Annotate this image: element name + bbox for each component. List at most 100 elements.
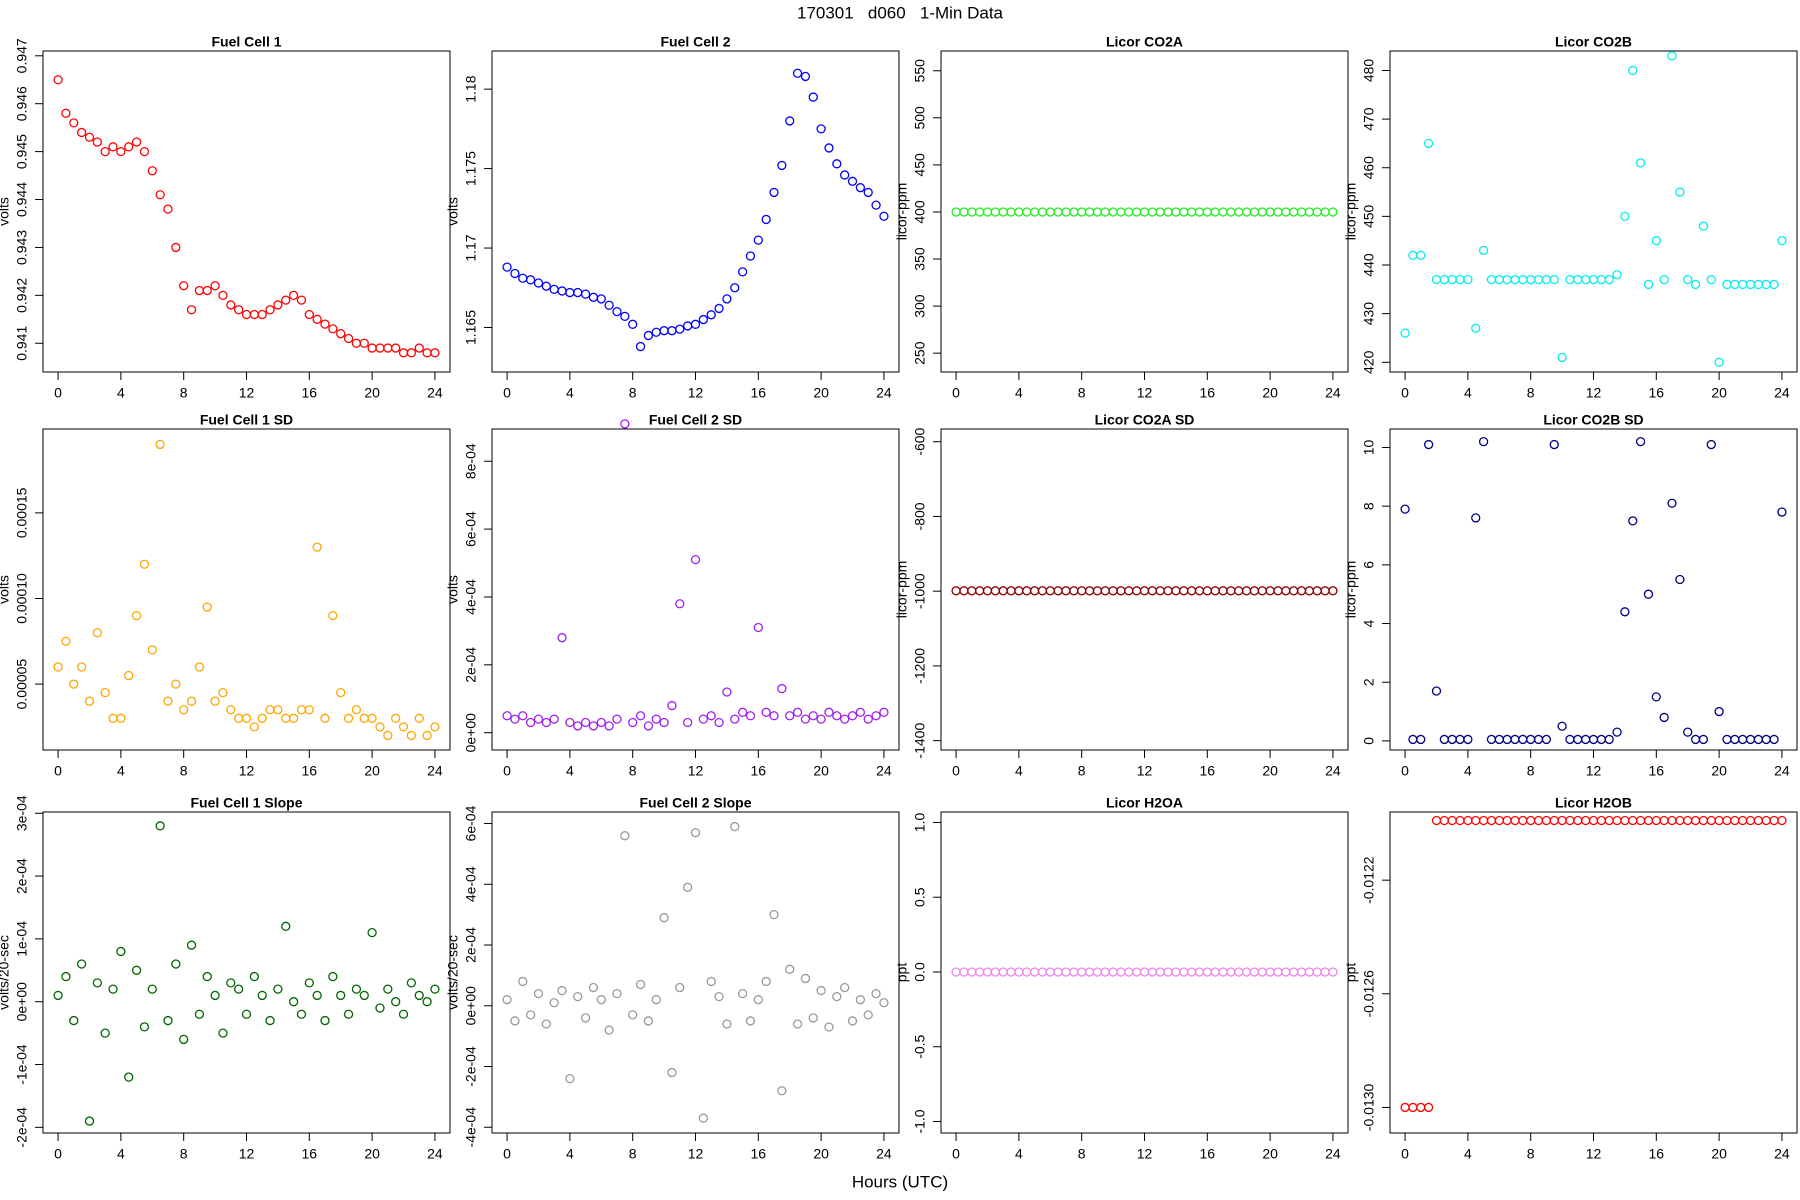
point bbox=[1753, 279, 1764, 290]
point bbox=[155, 821, 165, 831]
point bbox=[698, 314, 709, 325]
panel-title: Licor CO2B SD bbox=[1543, 412, 1643, 428]
point bbox=[398, 348, 409, 358]
point bbox=[1226, 207, 1236, 217]
point bbox=[1628, 815, 1638, 826]
point bbox=[1431, 274, 1442, 285]
point bbox=[210, 696, 220, 706]
point bbox=[1722, 734, 1732, 745]
point bbox=[1635, 436, 1646, 447]
y-tick-label: 6e-04 bbox=[463, 805, 479, 841]
point bbox=[753, 235, 763, 245]
y-tick-label: 250 bbox=[912, 341, 928, 365]
point bbox=[659, 326, 669, 336]
point bbox=[596, 717, 606, 728]
point bbox=[777, 683, 787, 694]
plot-box bbox=[491, 50, 900, 373]
point bbox=[990, 967, 1000, 977]
point bbox=[1651, 236, 1661, 246]
x-tick-label: 20 bbox=[1711, 763, 1727, 779]
point bbox=[1502, 274, 1512, 285]
y-tick-label: 2e-04 bbox=[14, 858, 30, 894]
point bbox=[1753, 815, 1764, 826]
panel-title: Fuel Cell 2 Slope bbox=[639, 795, 751, 811]
point bbox=[281, 295, 291, 305]
point bbox=[1171, 207, 1181, 217]
plot-box bbox=[940, 428, 1349, 751]
point bbox=[675, 599, 685, 609]
y-tick-label: 550 bbox=[912, 59, 928, 83]
point bbox=[1659, 815, 1669, 826]
point bbox=[1753, 734, 1764, 745]
y-axis-label: volts bbox=[445, 197, 461, 226]
point bbox=[265, 1015, 275, 1026]
point bbox=[92, 137, 102, 147]
y-axis-label: ppt bbox=[1343, 963, 1359, 983]
point bbox=[1628, 516, 1638, 526]
point bbox=[557, 633, 567, 643]
point bbox=[863, 714, 873, 724]
point bbox=[675, 324, 685, 334]
point bbox=[1667, 51, 1677, 61]
point bbox=[1265, 967, 1275, 977]
point bbox=[343, 1009, 354, 1019]
point bbox=[391, 997, 401, 1007]
plot-box bbox=[940, 50, 1349, 373]
point bbox=[1730, 734, 1740, 745]
point bbox=[959, 967, 969, 977]
point bbox=[1549, 274, 1559, 285]
x-tick-label: 4 bbox=[117, 763, 125, 779]
point bbox=[518, 976, 528, 987]
point bbox=[1400, 504, 1410, 514]
point bbox=[296, 1009, 307, 1019]
point bbox=[1769, 279, 1779, 290]
point bbox=[1683, 815, 1693, 826]
point bbox=[737, 707, 748, 717]
point bbox=[533, 988, 544, 999]
point bbox=[131, 137, 142, 147]
y-tick-label: 420 bbox=[1361, 350, 1377, 374]
point bbox=[698, 1113, 709, 1123]
point bbox=[792, 1019, 803, 1029]
y-axis-label: licor-ppm bbox=[894, 183, 910, 241]
point bbox=[565, 717, 575, 728]
point bbox=[1596, 274, 1607, 285]
point bbox=[1518, 815, 1528, 826]
x-tick-label: 12 bbox=[239, 385, 255, 401]
point bbox=[714, 717, 724, 728]
x-tick-label: 12 bbox=[1137, 763, 1153, 779]
point bbox=[249, 722, 260, 732]
point bbox=[1533, 815, 1544, 826]
point bbox=[800, 973, 811, 984]
point bbox=[643, 721, 654, 731]
point bbox=[1194, 967, 1205, 977]
point bbox=[1312, 586, 1322, 596]
point bbox=[824, 707, 834, 717]
point bbox=[1077, 967, 1087, 977]
point bbox=[84, 132, 95, 142]
point bbox=[1478, 815, 1489, 826]
x-tick-label: 16 bbox=[1649, 763, 1665, 779]
point bbox=[769, 909, 779, 920]
point bbox=[612, 988, 622, 999]
x-tick-label: 16 bbox=[1649, 1146, 1665, 1162]
point bbox=[1510, 815, 1520, 826]
point bbox=[343, 713, 354, 723]
point bbox=[1620, 607, 1630, 617]
point bbox=[1241, 207, 1252, 217]
point bbox=[116, 946, 126, 957]
point bbox=[580, 717, 591, 728]
point bbox=[808, 92, 818, 102]
point bbox=[832, 711, 842, 721]
point bbox=[155, 190, 165, 200]
point bbox=[1037, 586, 1048, 596]
x-tick-label: 8 bbox=[1078, 1146, 1086, 1162]
y-tick-label: 0.943 bbox=[14, 230, 30, 265]
y-tick-label: 1e-04 bbox=[14, 921, 30, 957]
point bbox=[1194, 207, 1205, 217]
point bbox=[1218, 207, 1228, 217]
point bbox=[1659, 274, 1669, 285]
point bbox=[1541, 274, 1552, 285]
x-tick-label: 8 bbox=[1527, 385, 1535, 401]
y-tick-label: 10 bbox=[1361, 439, 1377, 455]
